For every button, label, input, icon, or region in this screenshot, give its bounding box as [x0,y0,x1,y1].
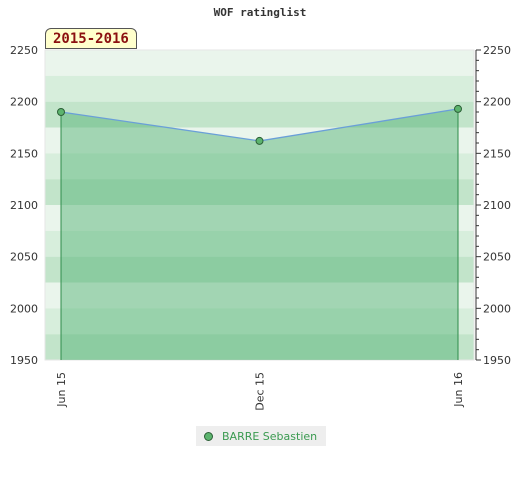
area-layer [60,108,459,361]
y-axis-left: 1950 2000 2050 2100 2150 2200 2250 [10,44,38,367]
y-tick-label-left: 2200 [10,96,38,109]
legend[interactable]: BARRE Sebastien [196,426,326,446]
x-tick-label: Dec 15 [254,372,267,411]
y-tick-label-right: 2150 [483,147,511,160]
grid-band [45,50,474,76]
x-tick-label: Jun 16 [452,372,465,408]
data-points [57,104,462,145]
y-tick-label-left: 2050 [10,251,38,264]
data-point [255,136,264,145]
y-tick-label-right: 2100 [483,199,511,212]
legend-label: BARRE Sebastien [222,429,318,443]
x-axis: Jun 15 Dec 15 Jun 16 [55,372,465,411]
y-tick-label-right: 2250 [483,44,511,57]
y-axis-right: 1950 2000 2050 2100 2150 2200 2250 [475,44,511,367]
grid-band [45,256,474,283]
plot-frame [44,49,475,361]
grid-band [45,153,474,180]
y-tick-label-right: 2000 [483,302,511,315]
legend-marker-icon [204,431,213,441]
y-tick-label-left: 2000 [10,302,38,315]
background-bands [44,49,475,361]
data-point [454,104,462,113]
grid-band [45,179,474,205]
chart-title: WOF ratinglist [213,6,307,19]
grid-band [45,308,474,335]
y-tick-label-left: 2250 [10,44,38,57]
y-tick-label-left: 1950 [10,354,38,367]
season-badge: 2015-2016 [45,28,137,49]
y-tick-label-left: 2100 [10,199,38,212]
grid-band [45,75,474,102]
grid-band [45,101,474,128]
series-area [61,108,458,361]
y-tick-label-right: 1950 [483,354,511,367]
grid-band [45,205,474,231]
x-tick-label: Jun 15 [55,372,68,408]
y-tick-label-right: 2050 [483,251,511,264]
grid-band [45,230,474,257]
data-point [57,108,65,116]
y-tick-label-right: 2200 [483,96,511,109]
grid-band [45,282,474,309]
y-tick-label-left: 2150 [10,147,38,160]
grid-band [45,334,474,360]
